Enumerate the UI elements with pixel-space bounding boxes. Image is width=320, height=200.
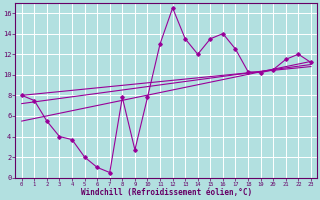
X-axis label: Windchill (Refroidissement éolien,°C): Windchill (Refroidissement éolien,°C)	[81, 188, 252, 197]
